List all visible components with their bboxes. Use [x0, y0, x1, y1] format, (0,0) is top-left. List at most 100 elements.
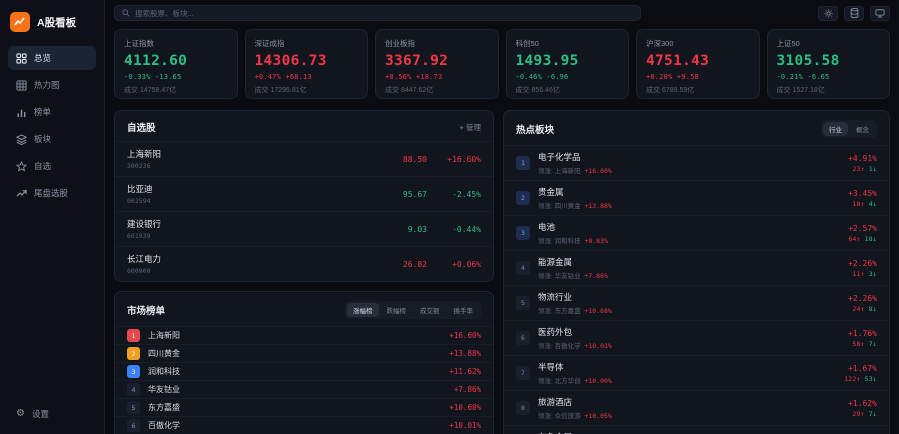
leader-label: 领涨: 润和科技	[538, 238, 583, 245]
stock-price: 88.50	[402, 154, 427, 164]
stock-code: 300236	[127, 162, 151, 170]
sector-change: +1.76%	[848, 328, 877, 338]
theme-toggle-icon[interactable]	[818, 5, 838, 21]
search-input[interactable]	[135, 8, 633, 18]
rankings-tab-4[interactable]: 换手率	[453, 308, 474, 315]
ranking-row[interactable]: 3 润和科技 +11.62%	[115, 362, 493, 380]
rankings-rows: 1 上海新阳 +16.60% 2 四川黄金 +13.88% 3 润和科技 +11.62% 4 华友钴…	[115, 326, 493, 434]
index-value: 1493.95	[515, 53, 579, 69]
sector-leader: 领涨: 北方华创 +10.00%	[538, 375, 612, 385]
rankings-tab-2[interactable]: 跌幅榜	[386, 308, 407, 315]
sector-updown-counts: 18↑ 4↓	[852, 200, 877, 208]
ranking-row[interactable]: 5 东方嘉盛 +10.68%	[115, 398, 493, 416]
sector-row[interactable]: 6 医药外包 领涨: 百傲化学 +10.01% +1.76% 58↑ 7↓	[504, 320, 889, 355]
up-count: 18↑	[852, 199, 865, 208]
watchlist-title: 自选股	[127, 123, 156, 134]
index-name: 沪深300	[646, 39, 674, 48]
sidebar-item-4[interactable]: 板块	[8, 127, 96, 151]
sidebar-item-6[interactable]: 尾盘选股	[8, 181, 96, 205]
sector-updown-counts: 64↑ 18↓	[848, 235, 877, 243]
stock-change: -2.45%	[452, 189, 481, 199]
watchlist-row[interactable]: 建设银行 601939 9.03 -0.44%	[115, 211, 493, 246]
sector-row[interactable]: 9有色金属领涨: 罗平锌电 +9.97%+1.38%53↑18↓	[504, 425, 889, 434]
index-card[interactable]: 创业板指 3367.92 +0.56% +18.73 成交 8447.62亿	[375, 29, 499, 99]
content: 自选股 + 管理 上海新阳 300236 88.50 +16.60% 比亚迪 002594…	[114, 110, 890, 434]
sidebar-item-5[interactable]: 自选	[8, 154, 96, 178]
rankings-tab-1[interactable]: 涨幅榜	[347, 303, 379, 317]
sector-name: 能源金属	[538, 257, 573, 267]
ranking-change: +7.86%	[453, 385, 481, 394]
sector-row[interactable]: 5 物流行业 领涨: 东方嘉盛 +10.68% +2.26% 24↑ 8↓	[504, 285, 889, 320]
rank-badge: 4	[127, 383, 140, 396]
sector-row[interactable]: 3 电池 领涨: 润和科技 +8.83% +2.57% 64↑ 18↓	[504, 215, 889, 250]
index-value: 3367.92	[385, 53, 449, 69]
monitor-icon[interactable]	[870, 5, 890, 21]
rankings-tabs: 涨幅榜 跌幅榜 成交额 换手率	[345, 301, 481, 319]
logo-chart-icon	[10, 12, 30, 32]
rankings-tab-3[interactable]: 成交额	[420, 308, 440, 315]
leader-change: +10.00%	[584, 377, 612, 385]
up-count: 122↑	[844, 374, 861, 383]
sector-row[interactable]: 8 旅游酒店 领涨: 众信旅游 +10.05% +1.62% 29↑ 7↓	[504, 390, 889, 425]
database-icon[interactable]	[844, 5, 864, 21]
ranking-row[interactable]: 6 百傲化学 +10.01%	[115, 416, 493, 434]
sector-name: 物流行业	[538, 292, 573, 302]
sector-updown-counts: 23↑ 1↓	[852, 165, 877, 173]
topbar-actions	[818, 5, 890, 21]
sector-row[interactable]: 7 半导体 领涨: 北方华创 +10.00% +1.67% 122↑ 53↓	[504, 355, 889, 390]
stock-change: -0.44%	[452, 224, 481, 234]
sidebar: A股看板 总览 热力图 榜单 板块 自选 尾盘选股 ⚙ 设置	[0, 0, 105, 434]
rankings-panel: 市场榜单 涨幅榜 跌幅榜 成交额 换手率 1 上海新阳 +16.60% 2 四川黄金 +13.8…	[114, 291, 494, 434]
stock-name: 比亚迪	[127, 184, 153, 194]
watchlist-row[interactable]: 上海新阳 300236 88.50 +16.60%	[115, 141, 493, 176]
index-card[interactable]: 沪深300 4751.43 +0.20% +9.58 成交 6789.59亿	[636, 29, 760, 99]
index-card[interactable]: 深证成指 14306.73 +0.47% +68.13 成交 17295.81亿	[244, 29, 368, 99]
leader-label: 领涨: 百傲化学	[538, 343, 583, 350]
down-count: 1↓	[868, 164, 877, 173]
sector-leader: 领涨: 百傲化学 +10.01%	[538, 340, 612, 350]
sector-row[interactable]: 1 电子化学品 领涨: 上海新阳 +16.60% +4.91% 23↑ 1↓	[504, 145, 889, 180]
stock-name: 长江电力	[127, 254, 162, 264]
overview-grid-icon	[16, 52, 27, 64]
ranking-row[interactable]: 1 上海新阳 +16.60%	[115, 326, 493, 344]
ranking-row[interactable]: 4 华友钴业 +7.86%	[115, 380, 493, 398]
star-icon	[16, 160, 27, 172]
sector-updown-counts: 58↑ 7↓	[852, 340, 877, 348]
ranking-row[interactable]: 2 四川黄金 +13.88%	[115, 344, 493, 362]
ranking-change: +11.62%	[449, 367, 481, 376]
watchlist-row[interactable]: 比亚迪 002594 95.67 -2.45%	[115, 176, 493, 211]
sidebar-item-1[interactable]: 总览	[8, 46, 96, 70]
rankings-title: 市场榜单	[127, 306, 166, 317]
sector-change: +1.62%	[848, 398, 877, 408]
index-volume: 成交 14758.47亿	[124, 87, 177, 94]
sectors-layers-icon	[16, 133, 27, 145]
main-area: 上证指数 4112.60 -0.33% -13.65 成交 14758.47亿 深证成指…	[105, 0, 899, 434]
sidebar-item-2[interactable]: 热力图	[8, 73, 96, 97]
sector-rank-badge: 1	[516, 156, 530, 170]
rank-badge: 5	[127, 401, 140, 414]
sectors-tab-2[interactable]: 概念	[856, 127, 869, 134]
sector-rank-badge: 6	[516, 331, 530, 345]
sectors-tab-1[interactable]: 行业	[823, 122, 848, 136]
watchlist-manage-button[interactable]: + 管理	[459, 122, 481, 132]
sidebar-item-3[interactable]: 榜单	[8, 100, 96, 124]
index-card[interactable]: 上证指数 4112.60 -0.33% -13.65 成交 14758.47亿	[114, 29, 238, 99]
sidebar-item-label: 尾盘选股	[34, 188, 69, 198]
sector-row[interactable]: 2 贵金属 领涨: 四川黄金 +13.88% +3.45% 18↑ 4↓	[504, 180, 889, 215]
sector-row[interactable]: 4 能源金属 领涨: 华友钴业 +7.86% +2.26% 11↑ 3↓	[504, 250, 889, 285]
index-cards: 上证指数 4112.60 -0.33% -13.65 成交 14758.47亿 深证成指…	[114, 29, 890, 99]
stock-code: 600900	[127, 267, 151, 275]
down-count: 53↓	[864, 374, 877, 383]
settings-label: 设置	[31, 409, 49, 419]
sector-leader: 领涨: 众信旅游 +10.05%	[538, 410, 612, 420]
index-card[interactable]: 科创50 1493.95 -0.46% -6.96 成交 856.46亿	[505, 29, 629, 99]
ranking-stock-name: 上海新阳	[148, 331, 180, 340]
watchlist-row[interactable]: 长江电力 600900 26.82 +0.06%	[115, 246, 493, 281]
sidebar-item-settings[interactable]: ⚙ 设置	[8, 402, 96, 426]
gear-icon: ⚙	[16, 408, 25, 419]
stock-name: 建设银行	[127, 219, 162, 229]
sidebar-item-label: 板块	[34, 134, 52, 144]
search-box[interactable]	[114, 5, 641, 21]
sidebar-item-label: 自选	[34, 161, 52, 171]
index-card[interactable]: 上证50 3105.58 -0.21% -6.65 成交 1527.18亿	[766, 29, 890, 99]
